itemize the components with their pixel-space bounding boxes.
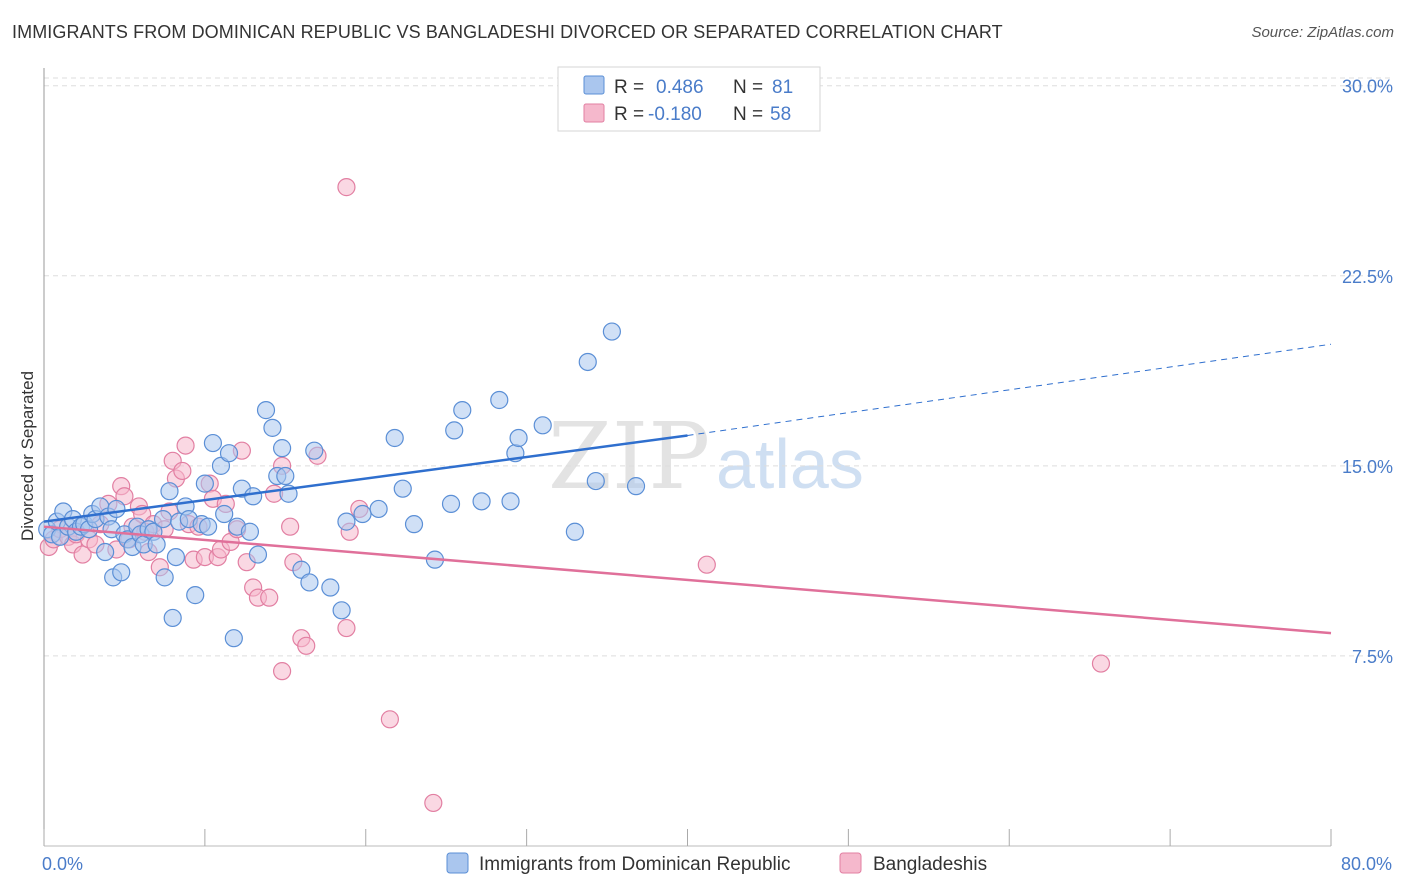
watermark-atlas: atlas — [716, 425, 864, 503]
dominican-point — [578, 352, 597, 372]
dominican-point — [198, 517, 218, 536]
dominican-point — [445, 421, 464, 440]
bottom-legend-swatch-pink — [839, 852, 862, 874]
legend-r-value-2: -0.180 — [648, 104, 702, 125]
bangladeshi-point — [281, 517, 300, 536]
dominican-point — [147, 535, 166, 554]
bottom-legend-label-bangladeshis: Bangladeshis — [873, 854, 987, 875]
source-credit: Source: ZipAtlas.com — [1251, 24, 1394, 41]
trend-line-bangladeshi — [43, 525, 1332, 635]
dominican-point — [602, 322, 621, 341]
bottom-legend-label-dominican: Immigrants from Dominican Republic — [479, 854, 791, 875]
dominican-point — [332, 601, 351, 620]
bangladeshi-point — [1091, 654, 1111, 673]
bangladeshi-point — [176, 436, 195, 455]
dominican-point — [453, 401, 472, 420]
y-tick-label: 15.0% — [1342, 457, 1393, 477]
y-axis-title: Divorced or Separated — [18, 371, 37, 541]
dominican-point — [195, 474, 214, 493]
dominican-point — [155, 568, 174, 587]
dominican-point — [263, 418, 282, 437]
bottom-legend-swatch-blue — [446, 852, 469, 874]
dominican-point — [186, 586, 205, 605]
trend-line-dominican — [43, 434, 688, 523]
dominican-point — [626, 477, 646, 496]
dominican-point — [153, 509, 173, 529]
dominican-point — [112, 563, 131, 582]
dominican-point — [244, 487, 263, 506]
dominican-point — [276, 466, 295, 486]
legend-n-value-1: 81 — [772, 77, 793, 98]
dominican-point — [586, 471, 605, 491]
dominican-point — [305, 441, 324, 460]
dominican-point — [353, 504, 372, 524]
bangladeshi-point — [337, 618, 356, 638]
dominican-point — [393, 479, 412, 498]
bangladeshi-point — [380, 710, 399, 729]
dominican-point — [256, 401, 276, 420]
legend-n-value-2: 58 — [770, 104, 791, 125]
dominican-point — [300, 573, 319, 592]
legend-n-label-1: N = — [733, 77, 763, 98]
chart-title: IMMIGRANTS FROM DOMINICAN REPUBLIC VS BA… — [12, 22, 1003, 42]
dominican-point — [533, 416, 552, 435]
dominican-point — [163, 608, 182, 628]
series-legend: Immigrants from Dominican Republic Bangl… — [446, 852, 987, 875]
dominican-point — [472, 492, 491, 511]
dominican-point — [337, 512, 356, 531]
legend-swatch-pink — [583, 103, 605, 123]
dominican-point — [224, 629, 243, 648]
bangladeshi-point — [272, 662, 292, 681]
dominican-point — [215, 504, 234, 524]
legend-swatch-blue — [583, 75, 605, 95]
dominican-point — [160, 482, 179, 501]
dominican-point — [248, 545, 268, 564]
trend-lines — [43, 343, 1332, 635]
dominican-point — [501, 492, 520, 511]
dominican-point — [385, 428, 404, 448]
legend-r-label-2: R = — [614, 104, 644, 125]
dominican-point — [107, 499, 126, 519]
dominican-point — [240, 522, 260, 541]
bangladeshi-point — [260, 588, 279, 607]
correlation-legend: R = 0.486 N = 81 R = -0.180 N = 58 — [557, 66, 821, 132]
dominican-point — [166, 548, 186, 567]
legend-r-label-1: R = — [614, 77, 644, 98]
bangladeshi-point — [73, 545, 92, 564]
legend-r-value-1: 0.486 — [656, 77, 704, 98]
bangladeshi-point — [697, 555, 716, 574]
dominican-point — [219, 444, 239, 463]
x-tick-label-min: 0.0% — [42, 854, 83, 874]
dominican-point — [441, 494, 461, 513]
dominican-point — [565, 522, 584, 541]
bangladeshi-point — [424, 793, 443, 813]
dominican-point — [369, 499, 388, 519]
watermark-zip: ZIP — [548, 403, 710, 510]
legend-n-label-2: N = — [733, 104, 763, 125]
dominican-point — [490, 390, 509, 410]
dominican-point — [509, 428, 528, 448]
bangladeshi-point — [297, 636, 316, 655]
dominican-point — [96, 542, 115, 562]
y-tick-label: 7.5% — [1352, 647, 1393, 667]
dominican-point — [404, 515, 424, 534]
dominican-point — [272, 439, 292, 458]
bangladeshi-point — [337, 178, 356, 197]
x-axis-ticks — [43, 829, 1332, 846]
bangladeshi-point — [173, 461, 192, 481]
y-tick-label: 22.5% — [1342, 267, 1393, 287]
y-tick-labels: 7.5% 15.0% 22.5% 30.0% — [1342, 77, 1393, 667]
y-tick-label: 30.0% — [1342, 77, 1393, 97]
trend-line-dominican-extension — [687, 343, 1332, 436]
dominican-point — [321, 578, 340, 597]
dominican-point — [203, 433, 223, 453]
x-tick-label-max: 80.0% — [1341, 854, 1392, 874]
